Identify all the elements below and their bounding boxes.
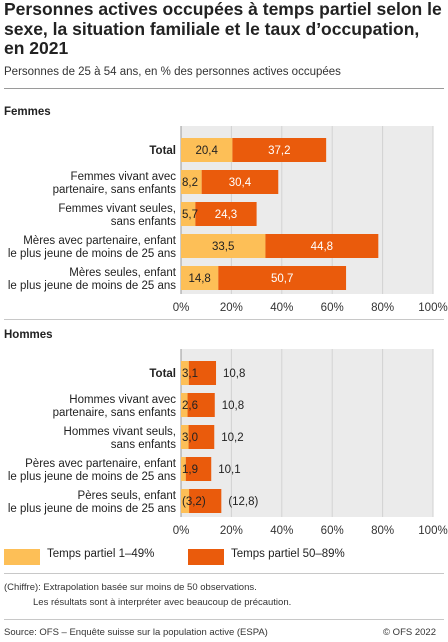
x-tick-label: 0% [173,302,190,314]
divider [4,319,444,320]
category-label: partenaire, sans enfants [53,407,177,419]
x-tick-label: 100% [418,302,447,314]
legend-label-series2: Temps partiel 50–89% [231,548,345,560]
x-tick-label: 40% [270,525,293,537]
bar-series1 [181,393,188,417]
bar-series1 [181,489,190,513]
category-label: Total [149,145,176,157]
data-label-series1: 33,5 [212,241,234,253]
bar-series1 [181,457,186,481]
legend-swatch-series2 [188,549,224,565]
category-label: le plus jeune de moins de 25 ans [8,248,176,260]
divider [4,573,444,574]
x-tick-label: 60% [321,525,344,537]
x-tick-label: 60% [321,302,344,314]
bar-series2 [187,393,215,417]
copyright: © OFS 2022 [383,627,436,638]
data-label-series1: 2,6 [182,400,198,412]
category-label: le plus jeune de moins de 25 ans [8,280,176,292]
data-label-series2: 37,2 [268,145,290,157]
x-tick-label: 0% [173,525,190,537]
category-label: le plus jeune de moins de 25 ans [8,503,176,515]
panel-title-hommes: Hommes [4,329,53,341]
category-label: Mères avec partenaire, enfant [23,235,177,247]
chart-title: Personnes actives occupées à temps parti… [4,0,442,58]
data-label-series2: 24,3 [215,209,237,221]
bar-series2 [188,425,215,449]
category-label: Mères seules, enfant [69,267,177,279]
category-label: Total [149,368,176,380]
x-tick-label: 40% [270,302,293,314]
footnote: Les résultats sont à interpréter avec be… [33,597,292,608]
x-tick-label: 80% [371,525,394,537]
data-label-series1: 20,4 [196,145,219,157]
category-label: partenaire, sans enfants [53,184,177,196]
x-tick-label: 20% [220,302,243,314]
category-label: Pères avec partenaire, enfant [25,458,177,470]
data-label-series2: 10,1 [218,464,240,476]
data-label-series2: 50,7 [271,273,293,285]
bar-series2 [185,457,212,481]
bar-series1 [181,170,202,194]
category-label: sans enfants [111,439,176,451]
category-label: Hommes vivant seuls, [64,426,176,438]
x-tick-label: 20% [220,525,243,537]
plot-background [181,349,433,517]
bar-series2 [195,202,257,226]
bar-series1 [181,425,189,449]
data-label-series1: 1,9 [182,464,198,476]
data-label-series1: 5,7 [182,209,198,221]
panel-title-femmes: Femmes [4,106,51,118]
bar-series1 [181,266,219,290]
data-label-series1: 8,2 [182,177,198,189]
bar-series2 [265,234,379,258]
bar-series1 [181,361,189,385]
bar-series1 [181,234,266,258]
legend-label-series1: Temps partiel 1–49% [47,548,155,560]
chart-femmes: 0% 20% 40% 60% 80% 100% Total 20,4 37,2 Femmes vi… [8,126,448,314]
bar-series1 [181,202,196,226]
data-label-series2: 10,8 [222,400,244,412]
category-label: Hommes vivant avec [69,394,176,406]
chart-subtitle: Personnes de 25 à 54 ans, en % des perso… [4,66,341,78]
data-label-series2: 30,4 [229,177,252,189]
footnote: (Chiffre): Extrapolation basée sur moins… [4,582,257,593]
category-label: Femmes vivant avec [71,171,177,183]
category-label: Femmes vivant seules, [58,203,176,215]
divider [4,88,444,89]
bar-series2 [232,138,327,162]
category-label: sans enfants [111,216,176,228]
data-label-series2: 44,8 [311,241,333,253]
bar-series2 [189,489,222,513]
x-tick-label: 80% [371,302,394,314]
bar-series2 [188,361,217,385]
bar-series2 [201,170,279,194]
data-label-series1: (3,2) [182,496,206,508]
category-label: Pères seuls, enfant [78,490,177,502]
chart-hommes: 0% 20% 40% 60% 80% 100% Total 3,1 10,8 Hommes viv… [8,349,448,537]
data-label-series2: 10,2 [221,432,243,444]
source-note: Source: OFS – Enquête suisse sur la popu… [4,627,268,638]
data-label-series2: (12,8) [228,496,258,508]
category-label: le plus jeune de moins de 25 ans [8,471,176,483]
bar-series1 [181,138,233,162]
x-tick-label: 100% [418,525,447,537]
legend-swatch-series1 [4,549,40,565]
bar-series2 [218,266,347,290]
data-label-series2: 10,8 [223,368,245,380]
data-label-series1: 3,1 [182,368,198,380]
divider [4,619,444,620]
data-label-series1: 3,0 [182,432,198,444]
data-label-series1: 14,8 [188,273,210,285]
